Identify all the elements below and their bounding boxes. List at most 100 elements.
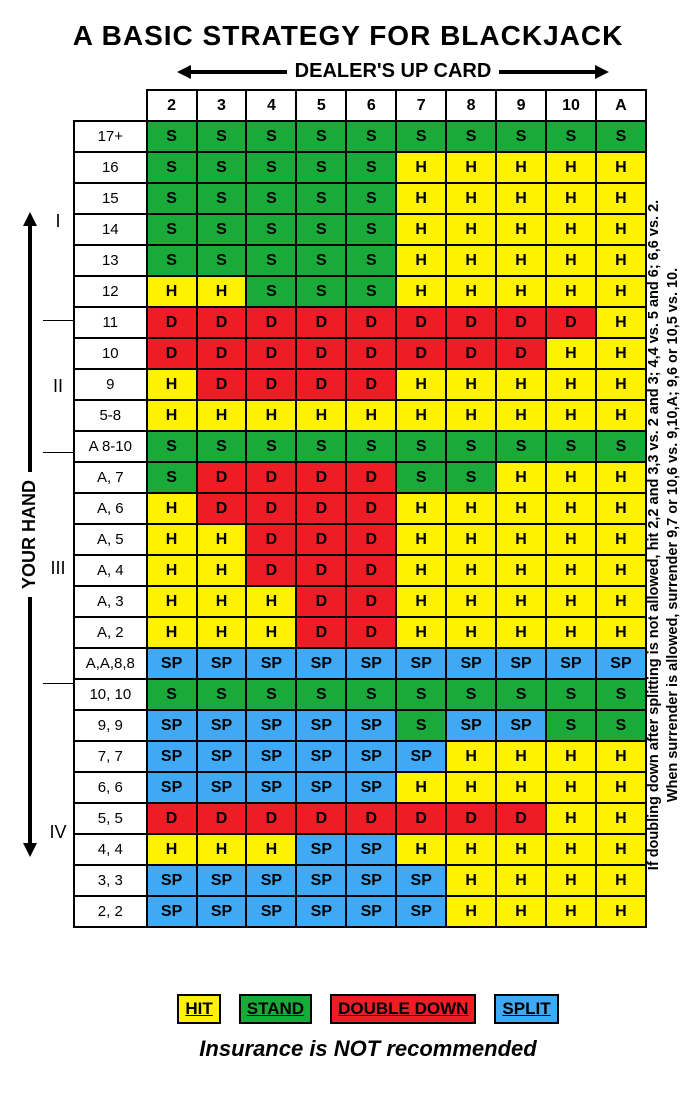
strategy-cell: S [346, 121, 396, 152]
strategy-cell: SP [197, 896, 247, 927]
strategy-cell: S [147, 214, 197, 245]
strategy-cell: S [496, 679, 546, 710]
strategy-cell: SP [396, 648, 446, 679]
section-spacer [43, 89, 73, 122]
strategy-cell: D [296, 617, 346, 648]
strategy-cell: H [396, 586, 446, 617]
strategy-cell: S [296, 679, 346, 710]
strategy-cell: S [396, 121, 446, 152]
strategy-cell: H [446, 400, 496, 431]
hand-row-label: A, 5 [74, 524, 147, 555]
strategy-cell: SP [147, 710, 197, 741]
strategy-cell: H [546, 493, 596, 524]
strategy-cell: D [346, 617, 396, 648]
strategy-cell: S [596, 710, 646, 741]
strategy-cell: H [446, 214, 496, 245]
page-title: A BASIC STRATEGY FOR BLACKJACK [15, 20, 681, 52]
hand-row-label: 11 [74, 307, 147, 338]
strategy-cell: H [546, 338, 596, 369]
strategy-cell: H [446, 741, 496, 772]
strategy-cell: SP [596, 648, 646, 679]
arrow-left-icon [177, 65, 287, 79]
strategy-cell: H [496, 896, 546, 927]
strategy-cell: H [396, 524, 446, 555]
strategy-cell: H [147, 400, 197, 431]
dealer-card-header: 4 [246, 90, 296, 121]
strategy-cell: H [446, 896, 496, 927]
legend-item-s: STAND [239, 994, 312, 1024]
strategy-cell: H [197, 524, 247, 555]
strategy-cell: S [546, 121, 596, 152]
strategy-cell: H [496, 555, 546, 586]
strategy-cell: D [197, 803, 247, 834]
strategy-cell: S [346, 183, 396, 214]
strategy-cell: H [596, 772, 646, 803]
strategy-cell: D [246, 493, 296, 524]
strategy-cell: H [296, 400, 346, 431]
strategy-cell: S [246, 431, 296, 462]
strategy-cell: D [396, 803, 446, 834]
strategy-cell: H [546, 803, 596, 834]
strategy-cell: S [246, 214, 296, 245]
section-label: II [43, 320, 73, 452]
hand-row-label: 5, 5 [74, 803, 147, 834]
strategy-cell: H [246, 834, 296, 865]
strategy-cell: H [596, 865, 646, 896]
strategy-cell: S [346, 679, 396, 710]
strategy-cell: SP [246, 741, 296, 772]
strategy-cell: D [396, 338, 446, 369]
dealer-card-header: 7 [396, 90, 446, 121]
strategy-cell: D [246, 338, 296, 369]
hand-row-label: 12 [74, 276, 147, 307]
strategy-cell: SP [246, 648, 296, 679]
sidenotes: If doubling down after splitting is not … [647, 89, 681, 980]
strategy-cell: D [197, 338, 247, 369]
strategy-cell: SP [296, 834, 346, 865]
strategy-cell: S [596, 431, 646, 462]
strategy-cell: D [446, 338, 496, 369]
hand-row-label: A, 3 [74, 586, 147, 617]
strategy-cell: D [296, 462, 346, 493]
strategy-cell: H [596, 617, 646, 648]
arrow-up-icon [22, 212, 36, 472]
strategy-cell: H [596, 369, 646, 400]
dealer-card-header: 6 [346, 90, 396, 121]
strategy-cell: H [596, 493, 646, 524]
strategy-cell: D [396, 307, 446, 338]
strategy-cell: H [496, 772, 546, 803]
strategy-cell: S [596, 679, 646, 710]
hand-row-label: 2, 2 [74, 896, 147, 927]
strategy-cell: H [197, 555, 247, 586]
your-hand-label: YOUR HAND [19, 480, 40, 589]
strategy-cell: H [197, 617, 247, 648]
legend-item-d: DOUBLE DOWN [330, 994, 476, 1024]
strategy-cell: D [346, 307, 396, 338]
strategy-cell: S [296, 152, 346, 183]
strategy-cell: S [396, 679, 446, 710]
hand-row-label: 5-8 [74, 400, 147, 431]
strategy-cell: SP [296, 710, 346, 741]
strategy-cell: S [197, 152, 247, 183]
hand-row-label: A, 6 [74, 493, 147, 524]
strategy-cell: H [396, 493, 446, 524]
strategy-cell: SP [346, 710, 396, 741]
strategy-cell: D [296, 369, 346, 400]
strategy-cell: SP [246, 896, 296, 927]
strategy-cell: H [596, 741, 646, 772]
strategy-cell: SP [496, 648, 546, 679]
arrow-right-icon [499, 65, 609, 79]
blackjack-strategy-card: A BASIC STRATEGY FOR BLACKJACK DEALER'S … [0, 0, 696, 1120]
strategy-cell: H [596, 338, 646, 369]
strategy-cell: S [246, 679, 296, 710]
strategy-cell: H [596, 400, 646, 431]
strategy-cell: SP [396, 741, 446, 772]
strategy-cell: D [346, 803, 396, 834]
sidenote-line-1: If doubling down after splitting is not … [645, 199, 664, 869]
strategy-cell: S [446, 431, 496, 462]
strategy-cell: H [546, 276, 596, 307]
strategy-cell: H [396, 276, 446, 307]
strategy-cell: H [546, 772, 596, 803]
dealer-header-label: DEALER'S UP CARD [295, 60, 492, 83]
strategy-cell: D [197, 307, 247, 338]
strategy-cell: S [446, 121, 496, 152]
